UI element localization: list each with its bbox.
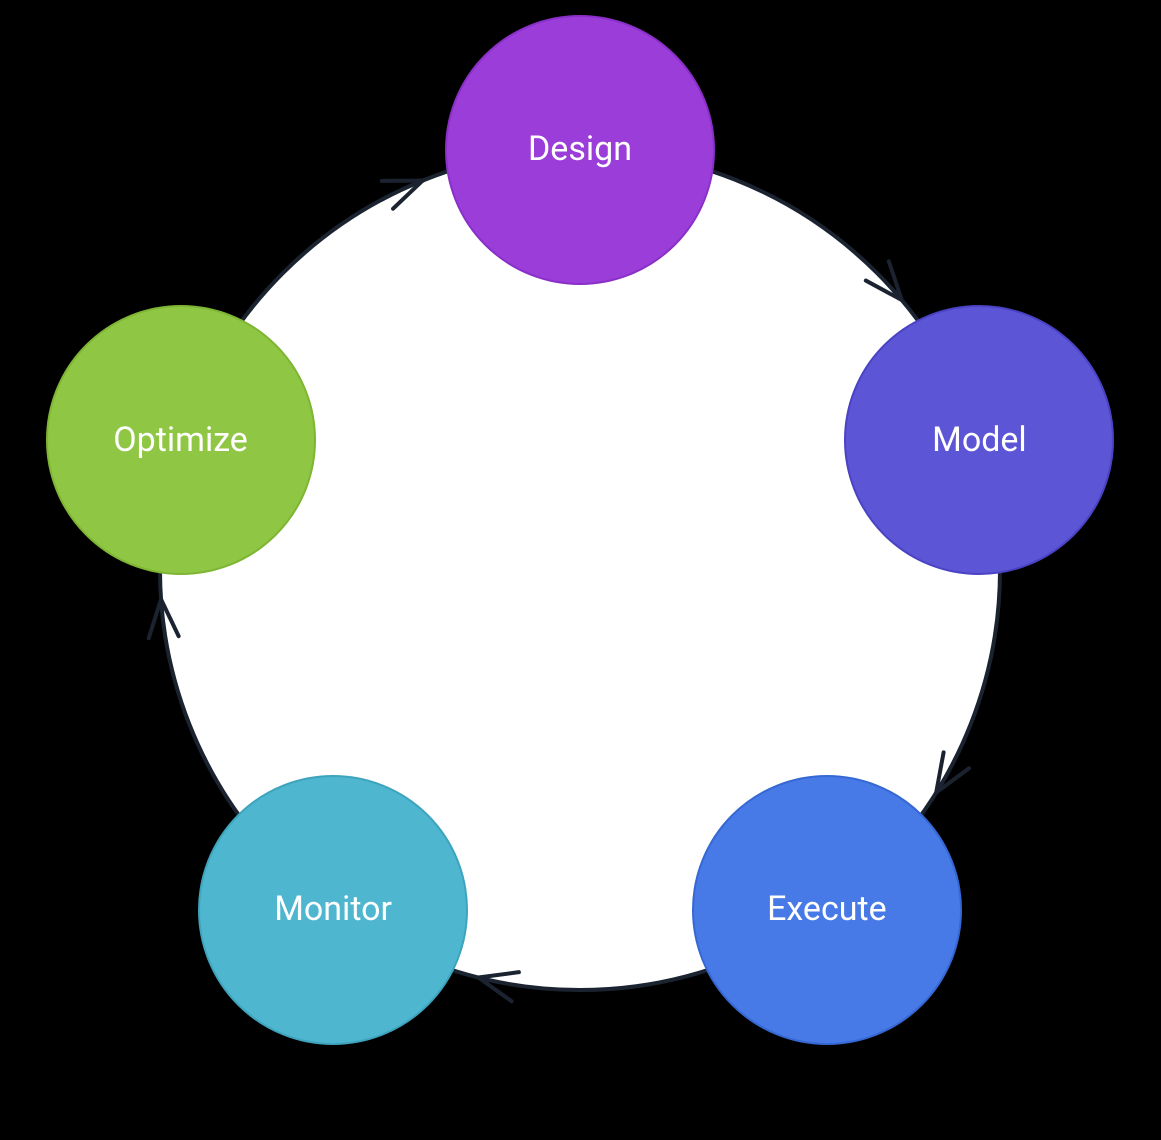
node-label-monitor: Monitor [274, 891, 392, 928]
node-label-model: Model [932, 422, 1027, 459]
node-label-optimize: Optimize [113, 422, 248, 459]
node-label-execute: Execute [767, 891, 887, 928]
cycle-diagram: Design Model Execute Monitor Optimize [0, 0, 1161, 1140]
node-model: Model [844, 305, 1114, 575]
node-optimize: Optimize [46, 305, 316, 575]
node-execute: Execute [692, 775, 962, 1045]
arrowhead-optimize [149, 599, 161, 638]
node-monitor: Monitor [198, 775, 468, 1045]
node-label-design: Design [528, 131, 632, 168]
node-design: Design [445, 15, 715, 285]
